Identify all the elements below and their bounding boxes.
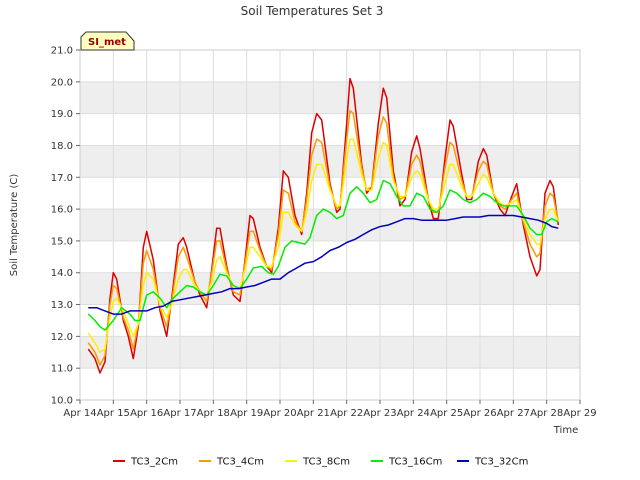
x-tick-label: Apr 21 bbox=[297, 408, 330, 419]
x-tick-label: Apr 29 bbox=[563, 408, 596, 419]
y-tick-label: 15.0 bbox=[51, 236, 73, 247]
x-tick-label: Apr 14 bbox=[63, 408, 96, 419]
x-tick-label: Apr 23 bbox=[363, 408, 396, 419]
x-tick-label: Apr 20 bbox=[263, 408, 296, 419]
plot-border bbox=[79, 49, 581, 401]
series-line-tc3-8cm bbox=[87, 138, 559, 354]
x-tick-label: Apr 19 bbox=[230, 408, 263, 419]
x-axis-ticks: Apr 14 Apr 15 Apr 16 Apr 17 Apr 18 Apr 19 Apr … bbox=[63, 400, 597, 419]
legend-label-tc3-2cm: TC3_2Cm bbox=[130, 457, 178, 468]
legend-label-tc3-4cm: TC3_4Cm bbox=[216, 457, 264, 468]
y-axis-ticks: 10.0 11.0 12.0 13.0 14.0 15.0 16.0 17.0 18.0 19.0… bbox=[51, 46, 80, 407]
y-tick-label: 19.0 bbox=[51, 109, 73, 120]
x-tick-label: Apr 26 bbox=[463, 408, 496, 419]
series-line-tc3-32cm bbox=[88, 214, 559, 315]
y-tick-label: 21.0 bbox=[51, 46, 73, 57]
y-tick-label: 12.0 bbox=[51, 332, 73, 343]
legend-label-tc3-8cm: TC3_8Cm bbox=[302, 457, 350, 468]
series-line-tc3-2cm bbox=[87, 77, 560, 374]
y-tick-label: 20.0 bbox=[51, 77, 73, 88]
legend-label-tc3-16cm: TC3_16Cm bbox=[388, 457, 442, 468]
grid-lines bbox=[79, 49, 581, 401]
background-band bbox=[80, 272, 580, 305]
y-tick-label: 11.0 bbox=[51, 364, 73, 375]
y-tick-label: 16.0 bbox=[51, 205, 73, 216]
x-tick-label: Apr 25 bbox=[430, 408, 463, 419]
x-tick-label: Apr 18 bbox=[197, 408, 230, 419]
legend: TC3_2Cm TC3_4Cm TC3_8Cm TC3_16Cm TC3_32Cm bbox=[113, 457, 528, 468]
y-axis-title: Soil Temperature (C) bbox=[9, 174, 20, 277]
x-tick-label: Apr 27 bbox=[497, 408, 530, 419]
plot-background bbox=[80, 50, 580, 400]
y-tick-label: 13.0 bbox=[51, 300, 73, 311]
y-tick-label: 10.0 bbox=[51, 396, 73, 407]
x-tick-label: Apr 28 bbox=[530, 408, 563, 419]
legend-label-tc3-32cm: TC3_32Cm bbox=[474, 457, 528, 468]
background-band bbox=[80, 209, 580, 241]
site-badge: SI_met bbox=[80, 31, 135, 51]
site-badge-label: SI_met bbox=[88, 37, 126, 48]
chart-title: Soil Temperatures Set 3 bbox=[241, 4, 384, 18]
plot-frame bbox=[79, 49, 581, 401]
y-tick-label: 17.0 bbox=[51, 173, 73, 184]
series-line-tc3-4cm bbox=[87, 109, 560, 366]
x-axis-title: Time bbox=[553, 425, 578, 436]
x-tick-label: Apr 17 bbox=[163, 408, 196, 419]
y-tick-label: 18.0 bbox=[51, 141, 73, 152]
x-tick-label: Apr 24 bbox=[397, 408, 430, 419]
background-band bbox=[80, 145, 580, 178]
series-lines bbox=[87, 77, 560, 374]
x-tick-label: Apr 22 bbox=[330, 408, 363, 419]
background-band bbox=[80, 336, 580, 369]
series-line-tc3-16cm bbox=[87, 179, 559, 331]
y-tick-label: 14.0 bbox=[51, 268, 73, 279]
site-badge-shape bbox=[80, 31, 135, 51]
x-tick-label: Apr 15 bbox=[97, 408, 130, 419]
background-band bbox=[80, 81, 580, 114]
x-tick-label: Apr 16 bbox=[130, 408, 163, 419]
